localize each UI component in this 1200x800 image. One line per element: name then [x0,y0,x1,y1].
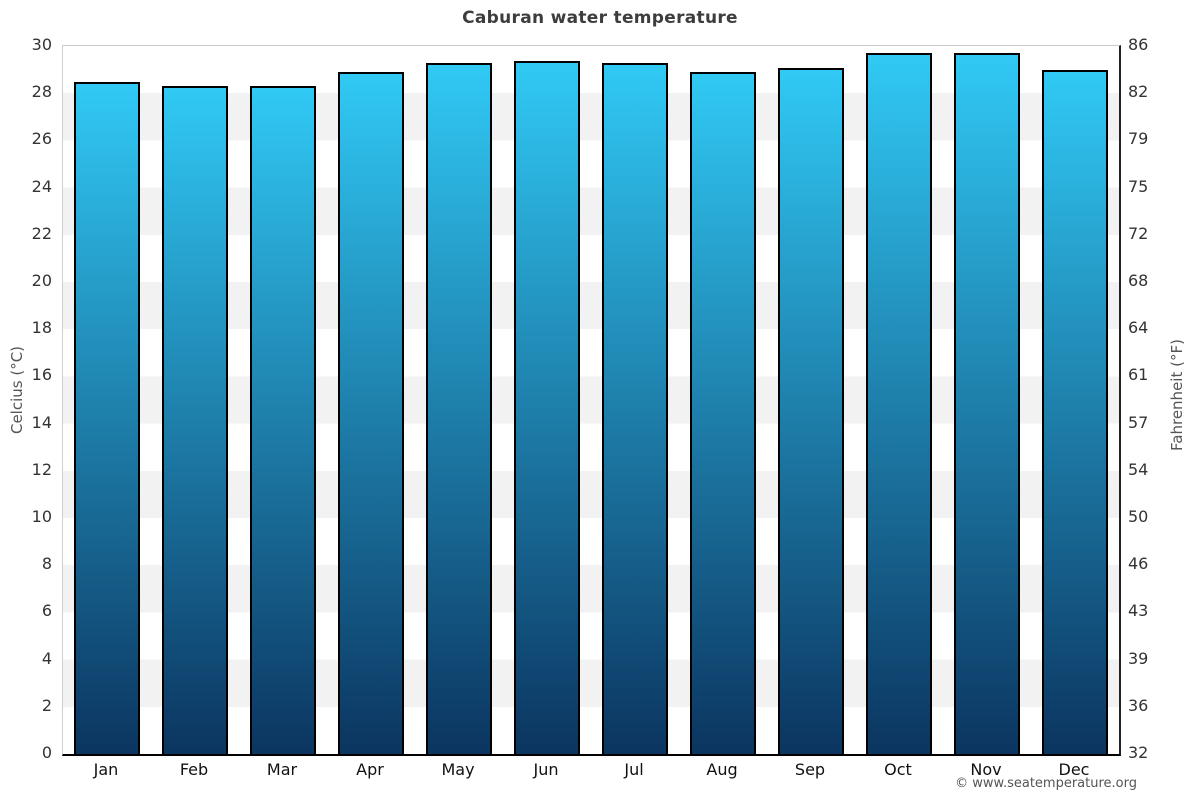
celsius-axis-ticks: 30 28 26 24 22 20 18 16 14 12 10 8 6 4 2 0 [0,37,52,761]
celsius-tick-label: 10 [31,507,52,526]
bars [63,46,1119,754]
bar-slot [943,46,1031,754]
celsius-axis-title: Celcius (°C) [8,345,26,435]
fahrenheit-tick-label: 72 [1128,223,1149,243]
fahrenheit-tick-label: 32 [1128,743,1149,762]
bar-slot [503,46,591,754]
celsius-tick-label: 8 [41,554,52,574]
fahrenheit-tick-label: 39 [1128,648,1149,668]
bar-jul [602,62,668,754]
celsius-tick-label: 30 [31,35,52,54]
fahrenheit-tick-label: 50 [1128,507,1149,526]
month-label-jul: Jul [624,760,644,779]
bar-slot [591,46,679,754]
footer-copyright: © www.seatemperature.org [955,776,1137,791]
chart-title: Caburan water temperature [462,8,738,28]
bar-jan [74,81,140,754]
celsius-tick-label: 14 [31,412,52,432]
fahrenheit-tick-label: 46 [1128,554,1149,574]
month-label-apr: Apr [356,760,384,779]
fahrenheit-tick-label: 64 [1128,318,1149,338]
celsius-tick-label: 20 [31,271,52,290]
celsius-tick-label: 0 [41,743,52,762]
bar-slot [239,46,327,754]
bar-slot [767,46,855,754]
celsius-tick-label: 22 [31,223,52,243]
bar-slot [327,46,415,754]
bar-jun [514,60,580,754]
fahrenheit-tick-label: 86 [1128,35,1149,54]
plot-area [62,45,1121,756]
fahrenheit-axis-title: Fahrenheit (°F) [1168,339,1186,451]
fahrenheit-tick-label: 82 [1128,82,1149,102]
month-label-mar: Mar [266,760,298,779]
fahrenheit-tick-label: 43 [1128,601,1149,621]
celsius-tick-label: 12 [31,459,52,479]
month-label-jan: Jan [93,760,119,779]
fahrenheit-tick-label: 36 [1128,695,1149,715]
fahrenheit-tick-label: 57 [1128,412,1149,432]
celsius-tick-label: 4 [41,648,52,668]
bar-nov [954,53,1020,754]
month-label-sep: Sep [794,760,826,779]
bar-slot [151,46,239,754]
celsius-tick-label: 16 [31,365,52,385]
bar-apr [338,72,404,754]
bar-aug [690,72,756,754]
bar-feb [162,86,228,754]
celsius-tick-label: 28 [31,82,52,102]
bar-slot [415,46,503,754]
bar-sep [778,67,844,754]
month-label-feb: Feb [179,760,209,779]
fahrenheit-tick-label: 54 [1128,459,1149,479]
fahrenheit-tick-label: 79 [1128,129,1149,149]
month-label-aug: Aug [706,760,738,779]
bar-slot [63,46,151,754]
fahrenheit-tick-label: 68 [1128,271,1149,290]
month-axis: Jan Feb Mar Apr May Jun Jul Aug Sep Oct Nov Dec [62,760,1118,779]
bar-oct [866,53,932,754]
bar-slot [679,46,767,754]
celsius-tick-label: 26 [31,129,52,149]
month-label-nov: Nov [970,760,1002,779]
month-label-oct: Oct [884,760,912,779]
fahrenheit-tick-label: 61 [1128,365,1149,385]
bar-may [426,62,492,754]
bar-dec [1042,69,1108,754]
bar-mar [250,86,316,754]
celsius-tick-label: 2 [41,695,52,715]
celsius-tick-label: 6 [41,601,52,621]
fahrenheit-tick-label: 75 [1128,176,1149,196]
fahrenheit-axis-ticks: 86 82 79 75 72 68 64 61 57 54 50 46 43 39 36 32 [1128,37,1188,761]
month-label-may: May [441,760,475,779]
bar-slot [855,46,943,754]
month-label-jun: Jun [533,760,559,779]
month-label-dec: Dec [1058,760,1090,779]
celsius-tick-label: 18 [31,318,52,338]
celsius-tick-label: 24 [31,176,52,196]
bar-slot [1031,46,1119,754]
